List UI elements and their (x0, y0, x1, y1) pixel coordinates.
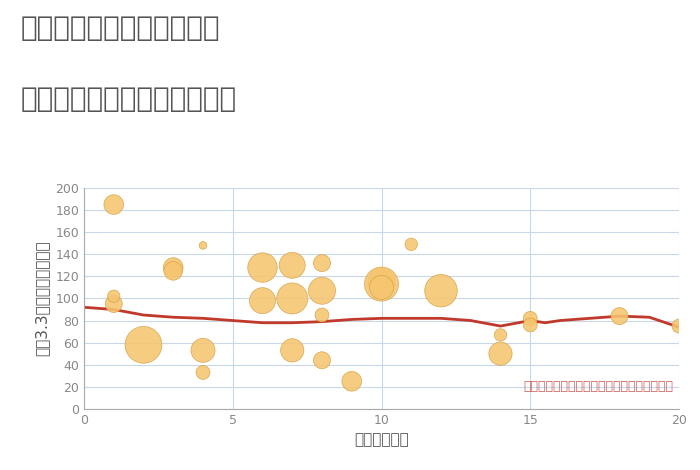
Point (406, 241, 417, 248)
Point (108, 300, 119, 308)
Point (108, 292, 119, 300)
Point (257, 264, 268, 271)
Point (197, 242, 209, 249)
Point (525, 321, 536, 329)
Point (435, 287, 447, 295)
Point (525, 314, 536, 322)
Point (168, 264, 179, 271)
Point (168, 267, 179, 274)
Point (316, 357, 328, 364)
Point (108, 201, 119, 208)
Point (495, 331, 506, 339)
Point (287, 346, 298, 354)
Point (316, 287, 328, 295)
Point (138, 341, 149, 349)
X-axis label: 駅距離（分）: 駅距離（分） (354, 432, 409, 447)
Point (316, 311, 328, 319)
Point (376, 283, 387, 291)
Point (316, 259, 328, 267)
Point (614, 313, 625, 320)
Point (257, 297, 268, 305)
Point (346, 377, 357, 385)
Point (287, 261, 298, 269)
Point (673, 322, 685, 330)
Point (376, 278, 387, 286)
Text: 円の大きさは、取引のあった物件面積を示す: 円の大きさは、取引のあった物件面積を示す (523, 380, 673, 393)
Point (287, 295, 298, 302)
Point (376, 280, 387, 288)
Point (197, 368, 209, 376)
Y-axis label: 坪（3.3㎡）単価（万円）: 坪（3.3㎡）単価（万円） (35, 241, 50, 356)
Text: 駅距離別中古マンション価格: 駅距離別中古マンション価格 (21, 85, 237, 113)
Text: 大阪府堺市堺区神明町東の: 大阪府堺市堺区神明町東の (21, 14, 221, 42)
Point (495, 350, 506, 357)
Point (197, 346, 209, 354)
